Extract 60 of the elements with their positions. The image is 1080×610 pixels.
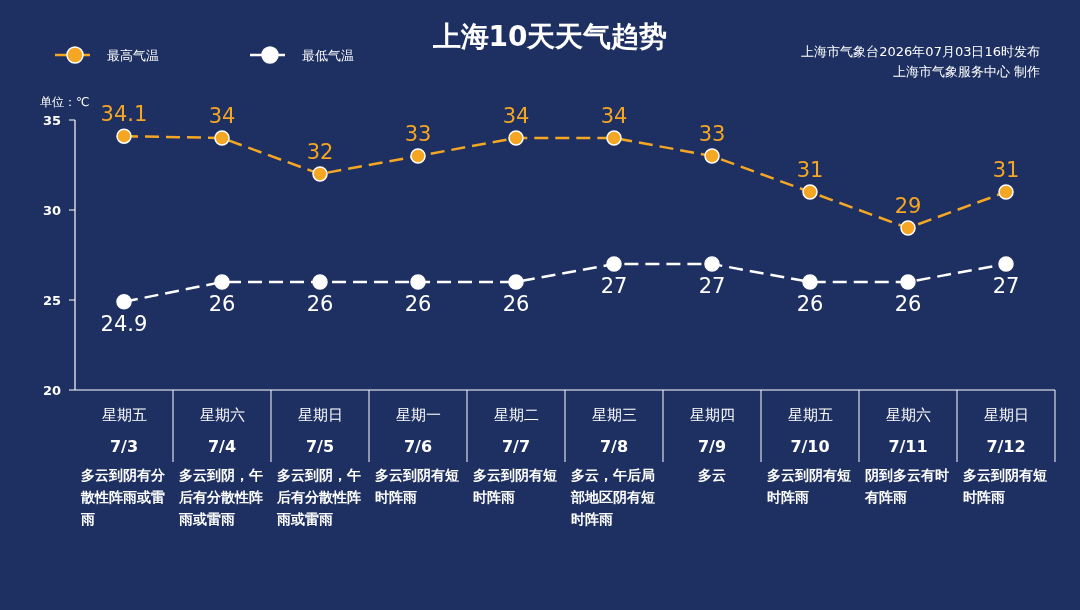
point — [998, 184, 1014, 200]
point — [606, 130, 622, 146]
y-tick-label: 35 — [42, 113, 61, 128]
point — [900, 220, 916, 236]
point — [508, 130, 524, 146]
data-label: 27 — [600, 274, 628, 298]
data-label: 31 — [992, 158, 1020, 182]
data-label: 32 — [306, 140, 334, 164]
point — [410, 274, 426, 290]
data-label: 26 — [208, 292, 236, 316]
data-label: 26 — [404, 292, 432, 316]
data-label: 34.1 — [100, 102, 148, 127]
text: 上海市气象台2026年07月03日16时发布 — [801, 44, 1040, 59]
x-tick-label: 星期二 7/7 多云到阴有短时阵雨 — [473, 406, 557, 505]
legend-label: 最高气温 — [107, 48, 159, 63]
data-label: 26 — [894, 292, 922, 316]
text: 上海市气象服务中心 制作 — [892, 64, 1040, 79]
y-tick-label: 25 — [42, 293, 61, 308]
legend-label: 最低气温 — [302, 48, 354, 63]
point — [410, 148, 426, 164]
x-tick-label: 星期五 7/10 多云到阴有短时阵雨 — [767, 406, 851, 505]
x-tick-label: 星期三 7/8 多云，午后局部地区阴有短时阵雨 — [570, 406, 655, 527]
x-tick-label: 星期六 7/11 阴到多云有时有阵雨 — [864, 406, 949, 505]
point — [312, 274, 328, 290]
data-label: 31 — [796, 158, 824, 182]
y-tick-label: 20 — [42, 383, 61, 398]
x-tick-label: 星期六 7/4 多云到阴，午后有分散性阵雨或雷雨 — [178, 406, 263, 527]
point — [704, 148, 720, 164]
data-label: 26 — [306, 292, 334, 316]
data-label: 33 — [698, 122, 726, 146]
chart-title: 上海10天天气趋势 — [431, 20, 668, 53]
x-tick-label: 星期日 7/5 多云到阴，午后有分散性阵雨或雷雨 — [276, 406, 361, 527]
point — [998, 256, 1014, 272]
point — [116, 294, 132, 310]
data-label: 29 — [894, 194, 922, 218]
data-label: 26 — [502, 292, 530, 316]
y-axis-title: 单位：℃ — [40, 95, 90, 109]
data-label: 26 — [796, 292, 824, 316]
data-label: 34 — [502, 104, 530, 128]
point — [900, 274, 916, 290]
point — [508, 274, 524, 290]
point — [312, 166, 328, 182]
point — [704, 256, 720, 272]
point — [214, 274, 230, 290]
data-label: 34 — [600, 104, 628, 128]
data-label: 24.9 — [100, 311, 148, 336]
data-label: 33 — [404, 122, 432, 146]
y-tick-label: 30 — [42, 203, 61, 218]
data-label: 34 — [208, 104, 236, 128]
x-tick-label: 星期一 7/6 多云到阴有短时阵雨 — [375, 406, 459, 505]
x-tick-label: 星期日 7/12 多云到阴有短时阵雨 — [963, 406, 1047, 505]
x-tick-label: 星期五 7/3 多云到阴有分散性阵雨或雷雨 — [80, 406, 166, 527]
data-label: 27 — [992, 274, 1020, 298]
point — [802, 274, 818, 290]
data-label: 27 — [698, 274, 726, 298]
point — [802, 184, 818, 200]
point — [606, 256, 622, 272]
point — [116, 128, 132, 144]
point — [214, 130, 230, 146]
x-tick-label: 星期四 7/9 多云 — [689, 406, 735, 483]
